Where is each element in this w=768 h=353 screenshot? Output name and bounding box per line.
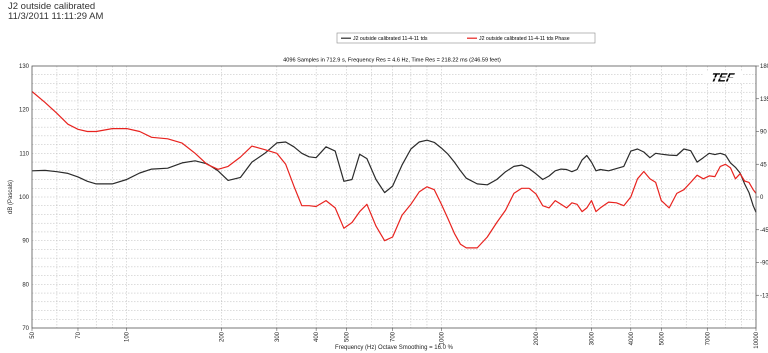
y-tick-label: 90 [22,239,29,245]
report-title: J2 outside calibrated [8,1,96,12]
x-tick-label: 4000 [629,331,635,345]
legend-label-magnitude: J2 outside calibrated 11-4-11 tds [353,36,428,42]
y-tick-label: 70 [22,326,29,332]
y-tick-label: 80 [22,282,29,288]
y2-tick-label: -135 [760,293,768,299]
x-tick-label: 70 [76,331,82,338]
x-tick-label: 400 [314,331,320,342]
y2-tick-label: 180 [760,64,768,70]
x-axis-label: Frequency (Hz) Octave Smoothing = 16.0 % [335,345,454,351]
x-tick-label: 100 [125,331,131,342]
x-tick-label: 50 [30,331,36,338]
y-axis-ticks: 70 80 90 100 110 120 130 [19,64,30,332]
legend-label-phase: J2 outside calibrated 11-4-11 tds Phase [479,36,570,42]
x-tick-label: 700 [391,331,397,342]
x-tick-label: 10000 [754,331,760,348]
y2-tick-label: 135 [760,97,768,103]
x-tick-label: 200 [219,331,225,342]
y-tick-label: 120 [19,108,30,114]
y2-tick-label: 45 [760,162,767,168]
series-line-phase [31,91,757,249]
y-tick-label: 100 [19,195,30,201]
plot-lines [31,91,757,249]
x-tick-label: 3000 [589,331,595,345]
y-tick-label: 110 [19,151,29,157]
y2-tick-label: -45 [760,228,768,234]
tef-logo: TEF [703,71,742,84]
x-tick-label: 1000 [439,331,445,345]
chart-title: 4096 Samples in 712.9 s, Frequency Res =… [283,58,501,64]
y2-tick-label: 0 [760,195,764,201]
legend: J2 outside calibrated 11-4-11 tds J2 out… [336,32,596,44]
x-tick-label: 500 [345,331,351,342]
report-timestamp: 11/3/2011 11:11:29 AM [8,11,104,22]
x-tick-label: 7000 [705,331,711,345]
x-tick-label: 5000 [659,331,665,345]
y-axis-label: dB (Pascals) [8,180,14,214]
plot-grid [32,66,756,328]
x-axis-ticks: 50 70 100 200 300 400 500 700 1000 2000 3000 4000 50… [30,328,760,349]
series-line-magnitude [31,139,757,213]
y2-axis-ticks: -135 -90 -45 0 45 90 135 180 [756,64,768,299]
x-tick-label: 2000 [534,331,540,345]
y-tick-label: 130 [19,64,30,70]
y2-tick-label: 90 [760,130,767,136]
x-tick-label: 300 [275,331,281,342]
y2-tick-label: -90 [760,261,768,267]
